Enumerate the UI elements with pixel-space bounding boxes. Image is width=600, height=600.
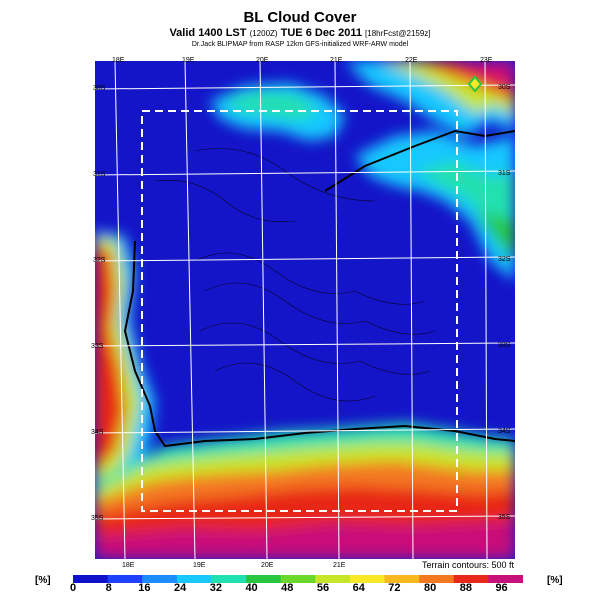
- colorbar: [73, 575, 523, 583]
- lon-top-18: 18E: [112, 57, 125, 64]
- colorbar-tick-label: 80: [424, 582, 437, 594]
- colorbar-tick-label: 48: [281, 582, 294, 594]
- lat-right-34: 34S: [498, 428, 511, 435]
- colorbar-tick-label: 0: [69, 582, 77, 594]
- terrain-contour-note: Terrain contours: 500 ft: [421, 560, 514, 570]
- colorbar-tick-label: 56: [316, 582, 330, 594]
- colorbar-segment: [246, 575, 282, 583]
- cloud-cover-shading: [95, 61, 515, 559]
- lat-right-31: 31S: [498, 170, 511, 177]
- lat-left-35: 35S: [91, 515, 104, 522]
- boundary-line: [324, 129, 515, 192]
- lat-left-31: 31S: [93, 171, 106, 178]
- lat-right-32: 32S: [498, 256, 511, 263]
- colorbar-segment: [419, 575, 455, 583]
- lon-bottom-18: 18E: [122, 562, 135, 569]
- lat-lon-grid: [95, 61, 515, 559]
- cloud-cover-map: [95, 61, 515, 559]
- colorbar-segment: [488, 575, 523, 583]
- colorbar-segment: [73, 575, 109, 583]
- lon-top-22: 22E: [405, 57, 418, 64]
- terrain-contours: [154, 148, 436, 402]
- colorbar-tick-label: 24: [174, 582, 187, 594]
- lon-top-23: 23E: [480, 57, 493, 64]
- lon-bottom-19: 19E: [193, 562, 206, 569]
- valid-date: TUE 6 Dec 2011: [280, 27, 362, 39]
- model-credit: Dr.Jack BLIPMAP from RASP 12km GFS-initi…: [191, 41, 409, 48]
- colorbar-segment: [176, 575, 212, 583]
- colorbar-segment: [384, 575, 420, 583]
- colorbar-unit-right: [%]: [547, 575, 563, 586]
- lat-left-34: 34S: [91, 429, 104, 436]
- colorbar-tick-label: 96: [495, 582, 508, 594]
- lon-top-21: 21E: [330, 57, 343, 64]
- colorbar-tick-label: 72: [388, 582, 401, 594]
- lat-left-30: 30S: [93, 85, 106, 92]
- colorbar-unit-left: [%]: [35, 575, 51, 586]
- colorbar-segment: [315, 575, 351, 583]
- map-title: BL Cloud Cover: [243, 9, 357, 26]
- utc-time: (1200Z): [249, 29, 278, 38]
- site-marker-icon: [467, 75, 483, 93]
- forecast-info: [18hrFcst@2159z]: [365, 29, 431, 38]
- lat-left-32: 32S: [93, 257, 106, 264]
- lon-top-20: 20E: [256, 57, 269, 64]
- colorbar-segment: [107, 575, 143, 583]
- valid-time: Valid 1400 LST: [169, 27, 247, 39]
- colorbar-tick-label: 88: [459, 582, 472, 594]
- colorbar-tick-label: 8: [105, 582, 112, 594]
- map-subtitle: Valid 1400 LST (1200Z) TUE 6 Dec 2011 [1…: [0, 27, 600, 39]
- lat-left-33: 33S: [91, 343, 104, 350]
- colorbar-segment: [211, 575, 247, 583]
- colorbar-segment: [280, 575, 316, 583]
- lon-top-19: 19E: [182, 57, 195, 64]
- colorbar-tick-label: 16: [138, 582, 151, 594]
- lat-right-30: 30S: [498, 84, 511, 91]
- colorbar-tick-label: 32: [209, 582, 222, 594]
- colorbar-segment: [453, 575, 489, 583]
- lon-bottom-21: 21E: [333, 562, 346, 569]
- inner-domain-box: [141, 110, 458, 512]
- colorbar-segment: [349, 575, 386, 583]
- lon-bottom-20: 20E: [261, 562, 274, 569]
- colorbar-tick-label: 40: [245, 582, 258, 594]
- colorbar-segment: [142, 575, 178, 583]
- colorbar-tick-label: 64: [352, 582, 365, 594]
- lat-right-33: 33S: [498, 342, 511, 349]
- lat-right-35: 35S: [498, 514, 511, 521]
